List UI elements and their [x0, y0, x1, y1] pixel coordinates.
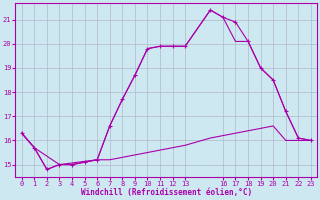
X-axis label: Windchill (Refroidissement éolien,°C): Windchill (Refroidissement éolien,°C) — [81, 188, 252, 197]
